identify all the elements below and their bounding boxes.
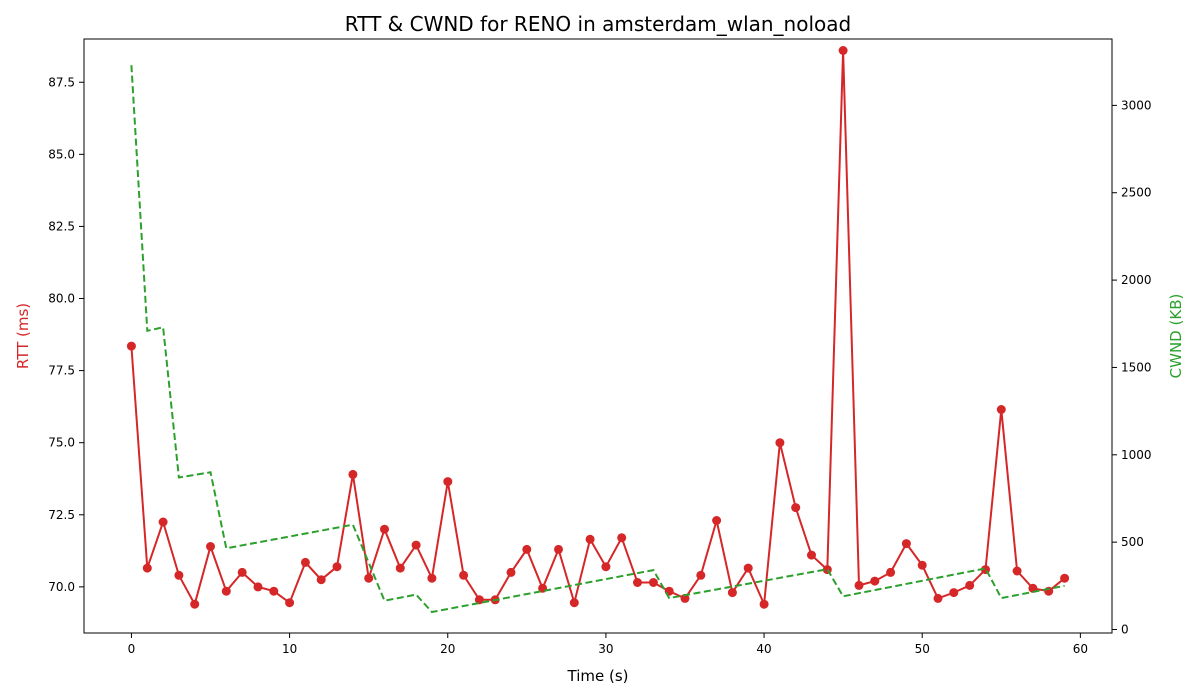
left-y-tick-label: 72.5 (48, 508, 75, 522)
rtt-point (965, 580, 975, 590)
rtt-point (364, 573, 374, 583)
rtt-point (237, 567, 247, 577)
rtt-point (585, 534, 595, 544)
left-y-tick-label: 87.5 (48, 75, 75, 89)
rtt-point (126, 341, 136, 351)
right-y-tick-label: 2500 (1121, 186, 1152, 200)
rtt-point (253, 582, 263, 592)
rtt-point (459, 570, 469, 580)
right-y-tick-label: 0 (1121, 623, 1129, 637)
rtt-point (221, 586, 231, 596)
rtt-point (380, 524, 389, 534)
rtt-point (759, 599, 769, 609)
rtt-point (838, 46, 848, 55)
rtt-point (348, 469, 358, 479)
left-y-tick-label: 85.0 (48, 147, 75, 161)
rtt-point (949, 588, 959, 598)
rtt-point (411, 540, 421, 550)
rtt-point (617, 533, 627, 543)
left-y-tick-label: 80.0 (48, 292, 75, 306)
chart-title: RTT & CWND for RENO in amsterdam_wlan_no… (345, 12, 851, 36)
rtt-point (206, 542, 215, 551)
left-y-axis: 70.0 72.5 75.0 77.5 80.0 82.5 85.0 87.5 (48, 75, 84, 594)
x-tick-label: 10 (282, 642, 297, 656)
right-y-tick-label: 1000 (1121, 448, 1152, 462)
right-axis-title: CWND (KB) (1167, 294, 1185, 379)
x-tick-label: 0 (128, 642, 136, 656)
x-axis: 0 10 20 30 40 50 60 (128, 633, 1088, 656)
rtt-point (601, 562, 611, 572)
rtt-point (854, 580, 864, 590)
rtt-point (506, 567, 516, 577)
rtt-point (791, 503, 801, 513)
rtt-point (933, 593, 943, 603)
left-y-tick-label: 77.5 (48, 364, 75, 378)
rtt-point (142, 563, 152, 573)
rtt-point (474, 595, 484, 605)
rtt-point (443, 477, 453, 487)
rtt-point (648, 578, 658, 587)
rtt-point (190, 599, 200, 609)
rtt-point (1012, 566, 1022, 576)
x-tick-label: 20 (440, 642, 455, 656)
rtt-point (807, 550, 816, 560)
x-tick-label: 40 (756, 642, 771, 656)
rtt-point (569, 598, 579, 608)
rtt-point (727, 588, 737, 598)
rtt-point (395, 563, 405, 573)
rtt-point (332, 562, 342, 572)
x-tick-label: 30 (598, 642, 613, 656)
rtt-point (316, 575, 326, 585)
rtt-point (696, 570, 706, 580)
rtt-point (554, 544, 563, 554)
rtt-point (712, 516, 722, 525)
cwnd-line (130, 65, 1065, 614)
left-y-tick-label: 70.0 (48, 580, 75, 594)
rtt-point (158, 517, 168, 527)
right-y-tick-label: 500 (1121, 535, 1144, 549)
rtt-point (886, 567, 896, 577)
rtt-point (633, 578, 642, 587)
right-y-tick-label: 1500 (1121, 360, 1152, 374)
right-y-tick-label: 2000 (1121, 273, 1152, 287)
plot-frame (83, 38, 1113, 634)
rtt-point (427, 573, 437, 583)
rtt-point (996, 405, 1006, 414)
rtt-point (174, 570, 184, 580)
x-tick-label: 60 (1073, 642, 1088, 656)
left-y-tick-label: 75.0 (48, 436, 75, 450)
left-axis-title: RTT (ms) (14, 303, 32, 369)
x-axis-title: Time (s) (567, 667, 629, 685)
right-y-axis: 0 500 1000 1500 2000 2500 3000 (1112, 98, 1152, 637)
right-y-tick-label: 3000 (1121, 98, 1152, 112)
rtt-point (917, 560, 927, 570)
x-tick-label: 50 (915, 642, 930, 656)
series-layer (126, 46, 1070, 614)
rtt-point (285, 598, 295, 608)
rtt-point (300, 557, 310, 567)
rtt-point (1060, 573, 1070, 583)
rtt-point (269, 586, 279, 596)
rtt-point (901, 539, 911, 549)
rtt-point (743, 563, 753, 573)
rtt-point (680, 593, 690, 603)
rtt-point (870, 576, 880, 586)
rtt-point (522, 544, 532, 554)
rtt-point (775, 438, 785, 448)
left-y-tick-label: 82.5 (48, 219, 75, 233)
